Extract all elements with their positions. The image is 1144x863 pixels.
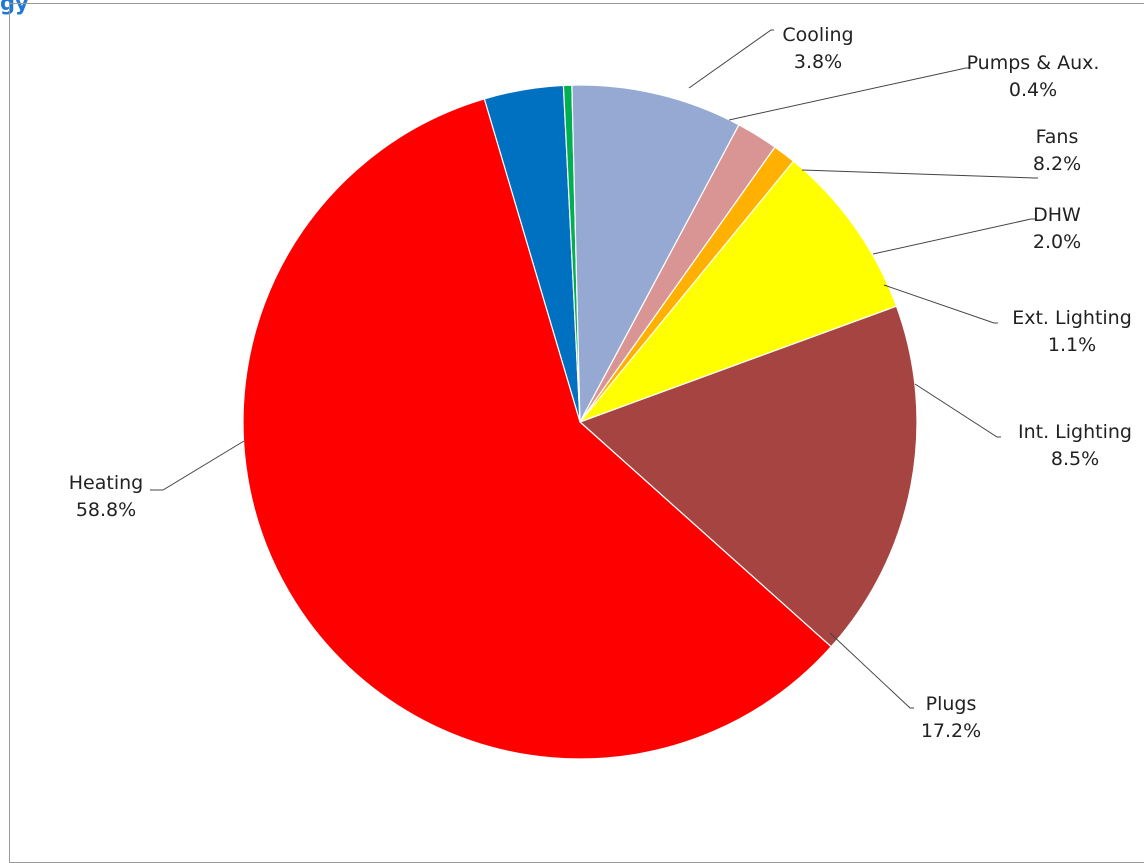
pie-slice-heating (242, 98, 832, 760)
slice-label-name: Int. Lighting (1018, 421, 1132, 443)
leader-line (872, 218, 1035, 255)
slice-label-value: 1.1% (1048, 334, 1096, 356)
leader-line (914, 383, 1001, 438)
pie-chart: Cooling 3.8% Pumps & Aux. 0.4% Fans 8.2% DHW 2.… (69, 24, 1132, 760)
pie-slice-int-lighting (578, 160, 898, 424)
slice-label-value: 58.8% (76, 499, 136, 521)
leader-line (801, 169, 1038, 179)
leader-line (688, 29, 774, 89)
slice-label-value: 17.2% (921, 720, 981, 742)
leader-line (883, 284, 998, 324)
slice-label-name: Plugs (926, 693, 977, 715)
slice-label-value: 8.2% (1033, 153, 1081, 175)
slice-label-value: 3.8% (794, 51, 842, 73)
slice-label-value: 0.4% (1009, 79, 1057, 101)
pie-slice-fans (571, 84, 740, 425)
slice-label-name: DHW (1033, 204, 1081, 226)
slice-label-name: Ext. Lighting (1012, 307, 1132, 329)
leader-line (150, 440, 245, 491)
leader-line (829, 632, 914, 709)
leader-lines (150, 29, 1038, 709)
pie-slice-plugs (578, 305, 918, 648)
slice-labels: Cooling 3.8% Pumps & Aux. 0.4% Fans 8.2% DHW 2.… (69, 24, 1132, 742)
leader-line (728, 67, 970, 121)
slice-label-value: 2.0% (1033, 231, 1081, 253)
slice-label-name: Cooling (782, 24, 853, 46)
pie-slices (242, 84, 918, 760)
slice-label-value: 8.5% (1051, 448, 1099, 470)
slice-label-name: Pumps & Aux. (967, 52, 1100, 74)
slice-label-name: Heating (69, 472, 143, 494)
slice-label-name: Fans (1036, 126, 1079, 148)
